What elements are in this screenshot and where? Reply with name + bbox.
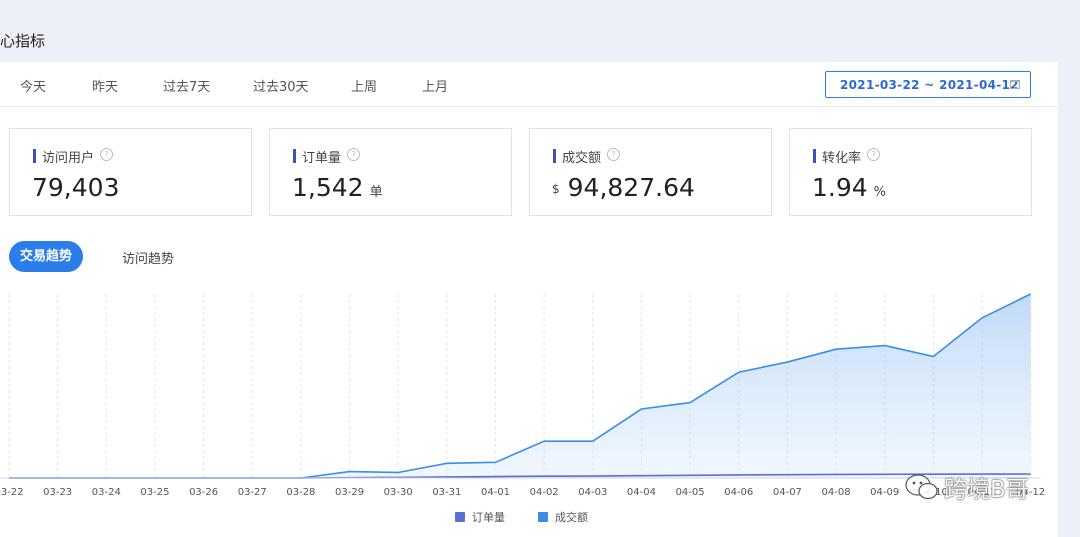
x-tick-label: 03-24 [92,487,121,498]
card-indicator [813,149,816,163]
sales-area [9,294,1031,478]
x-tick-label: 04-02 [530,487,559,498]
card-indicator [553,149,556,163]
x-tick-label: 03-27 [238,487,267,498]
x-tick-label: 03-28 [286,487,315,498]
x-tick-label: 04-11 [967,487,996,498]
card-indicator [33,149,36,163]
x-tick-label: 04-12 [1016,487,1045,498]
x-tick-label: 04-06 [724,487,753,498]
range-tabs: 今天 昨天 过去7天 过去30天 上周 上月 2021-03-22 ~ 2021… [0,62,1058,107]
date-range-text: 2021-03-22 ~ 2021-04-12 [840,78,1019,92]
legend-swatch [538,512,548,522]
tab-visit-trend[interactable]: 访问趋势 [122,252,175,267]
card-label: 成交额 [562,151,602,166]
x-tick-label: 04-03 [578,487,607,498]
x-tick-label: 03-22 [0,487,24,498]
x-tick-label: 04-08 [822,487,851,498]
tab-last-30-days[interactable]: 过去30天 [253,80,309,95]
watermark: 跨境B哥 [904,466,1054,506]
tab-today[interactable]: 今天 [20,80,47,95]
x-tick-label: 03-31 [432,487,461,498]
conversion-value: 1.94 [812,173,868,202]
currency-symbol: $ [552,182,560,196]
date-range-picker[interactable]: 2021-03-22 ~ 2021-04-12 [825,71,1031,98]
visitors-value: 79,403 [32,173,120,202]
tab-trade-trend[interactable]: 交易趋势 [9,241,83,272]
x-tick-label: 03-29 [335,487,364,498]
calendar-icon [1010,80,1020,89]
legend-swatch [455,512,465,522]
legend-label: 订单量 [472,511,505,524]
section-title: 心指标 [0,32,46,50]
x-tick-label: 04-01 [481,487,510,498]
card-indicator [293,149,296,163]
card-value: $94,827.64 [552,173,695,202]
orders-value: 1,542 [292,173,364,202]
x-tick-label: 03-30 [384,487,413,498]
x-tick-label: 04-04 [627,487,656,498]
x-tick-label: 03-25 [140,487,169,498]
help-icon[interactable]: ? [607,148,620,161]
help-icon[interactable]: ? [347,148,360,161]
card-label: 访问用户 [42,151,95,166]
tab-last-week[interactable]: 上周 [351,80,378,95]
card-value: 1.94% [812,173,886,202]
legend-label: 成交额 [555,510,588,524]
x-tick-label: 04-07 [773,487,802,498]
tab-yesterday[interactable]: 昨天 [92,80,119,95]
sales-value: 94,827.64 [567,173,695,202]
card-visitors: 访问用户 ? 79,403 [9,128,252,216]
card-value: 79,403 [32,173,119,202]
x-tick-label: 04-09 [870,487,899,498]
card-label: 转化率 [822,151,862,166]
card-sales: 成交额 ? $94,827.64 [529,128,772,216]
help-icon[interactable]: ? [100,148,113,161]
watermark-text: 跨境B哥 [944,477,1029,503]
tab-last-7-days[interactable]: 过去7天 [163,80,211,95]
x-tick-label: 03-26 [189,487,218,498]
help-icon[interactable]: ? [867,148,880,161]
card-value: 1,542 单 [292,173,383,202]
wechat-icon [905,474,938,500]
metrics-panel: 今天 昨天 过去7天 过去30天 上周 上月 2021-03-22 ~ 2021… [0,62,1058,537]
trend-chart: 03-22 03-23 03-24 03-25 03-26 03-27 03-28 03-29… [0,293,1045,524]
conversion-unit: % [873,185,887,200]
card-conversion: 转化率 ? 1.94% [789,128,1032,216]
tab-last-month[interactable]: 上月 [422,80,449,95]
x-tick-label: 04-05 [676,487,705,498]
card-orders: 订单量 ? 1,542 单 [269,128,512,216]
orders-unit: 单 [369,185,383,200]
card-label: 订单量 [302,151,342,166]
x-tick-label: 03-23 [43,487,72,498]
